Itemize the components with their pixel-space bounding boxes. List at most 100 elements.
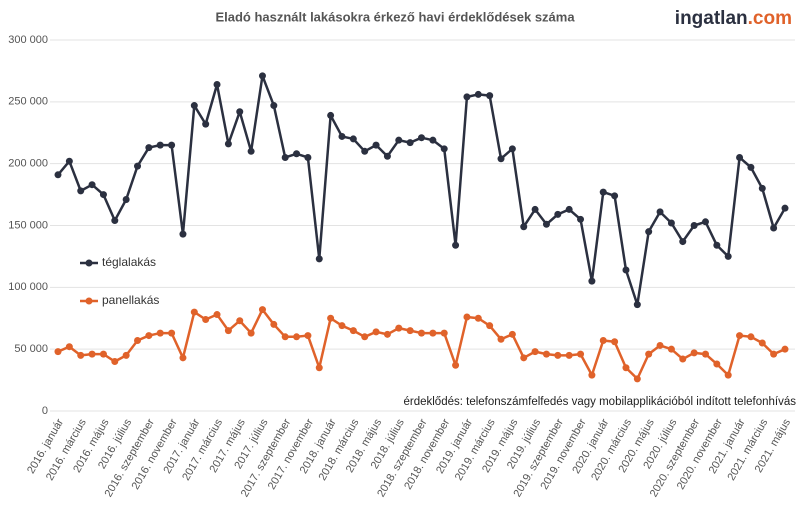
logo: ingatlan.com bbox=[675, 8, 792, 29]
point bbox=[690, 222, 698, 229]
y-tick-label: 250 000 bbox=[8, 96, 48, 108]
point bbox=[565, 205, 573, 213]
point bbox=[440, 329, 448, 337]
point bbox=[54, 348, 62, 356]
point bbox=[667, 345, 675, 353]
point bbox=[690, 349, 698, 357]
point bbox=[190, 308, 198, 316]
point bbox=[145, 144, 153, 152]
point bbox=[168, 329, 176, 337]
point bbox=[315, 255, 323, 263]
annotation: érdeklődés: telefonszámfelfedés vagy mob… bbox=[403, 396, 796, 408]
point bbox=[372, 328, 380, 336]
point bbox=[111, 358, 119, 366]
y-tick-label: 200 000 bbox=[8, 158, 48, 170]
point bbox=[156, 329, 164, 337]
point bbox=[554, 210, 562, 218]
point bbox=[224, 327, 232, 335]
y-tick-label: 300 000 bbox=[8, 34, 48, 46]
point bbox=[202, 315, 210, 323]
point bbox=[599, 337, 607, 345]
point bbox=[542, 350, 550, 358]
point bbox=[508, 330, 516, 338]
point bbox=[645, 228, 653, 236]
point bbox=[293, 150, 301, 158]
point bbox=[520, 223, 528, 231]
point bbox=[531, 205, 539, 213]
point bbox=[724, 371, 732, 379]
chart-title: Eladó használt lakásokra érkező havi érd… bbox=[215, 9, 575, 24]
point bbox=[258, 306, 266, 314]
point bbox=[611, 338, 619, 346]
point bbox=[452, 361, 460, 369]
point bbox=[88, 181, 96, 189]
point bbox=[667, 219, 675, 227]
point bbox=[679, 355, 687, 363]
point bbox=[65, 157, 73, 165]
point bbox=[395, 324, 403, 332]
point bbox=[122, 196, 130, 204]
point bbox=[236, 317, 244, 325]
point bbox=[508, 145, 516, 153]
point bbox=[281, 153, 289, 161]
point bbox=[99, 350, 107, 358]
point bbox=[736, 153, 744, 161]
point bbox=[656, 208, 664, 216]
point bbox=[486, 92, 494, 100]
y-tick-label: 150 000 bbox=[8, 219, 48, 231]
point bbox=[713, 360, 721, 368]
point bbox=[122, 351, 130, 359]
point bbox=[622, 364, 630, 372]
point bbox=[554, 351, 562, 359]
point bbox=[474, 90, 482, 98]
point bbox=[588, 277, 596, 285]
point bbox=[770, 350, 778, 358]
point bbox=[406, 139, 414, 147]
point bbox=[327, 111, 335, 119]
legend-label: téglalakás bbox=[102, 255, 156, 269]
point bbox=[202, 120, 210, 128]
point bbox=[338, 322, 346, 330]
point bbox=[486, 322, 494, 330]
legend-marker bbox=[85, 259, 93, 267]
point bbox=[520, 354, 528, 362]
series-line bbox=[57, 74, 787, 306]
point bbox=[418, 329, 425, 337]
point bbox=[701, 218, 709, 226]
point bbox=[645, 350, 653, 358]
point bbox=[656, 341, 664, 349]
point bbox=[327, 314, 335, 322]
point bbox=[293, 333, 301, 341]
point bbox=[599, 188, 607, 196]
point bbox=[134, 337, 142, 345]
point bbox=[213, 81, 221, 89]
point bbox=[497, 335, 505, 343]
point bbox=[88, 350, 96, 358]
point bbox=[156, 141, 164, 149]
point bbox=[65, 343, 73, 351]
point bbox=[577, 215, 585, 223]
point bbox=[497, 155, 505, 163]
point bbox=[395, 136, 403, 144]
point bbox=[429, 136, 437, 144]
series-line bbox=[57, 308, 786, 381]
point bbox=[429, 329, 437, 337]
point bbox=[168, 141, 176, 149]
point bbox=[372, 141, 380, 149]
point bbox=[758, 184, 766, 192]
point bbox=[247, 147, 255, 155]
point bbox=[781, 204, 789, 212]
point bbox=[270, 102, 278, 110]
point bbox=[736, 332, 744, 340]
point bbox=[99, 191, 107, 199]
point bbox=[542, 220, 550, 228]
point bbox=[304, 153, 312, 161]
point bbox=[701, 350, 709, 358]
point bbox=[77, 187, 85, 195]
point bbox=[713, 241, 721, 249]
point bbox=[406, 327, 414, 335]
point bbox=[111, 217, 119, 225]
point bbox=[770, 224, 778, 232]
legend-label: panellakás bbox=[102, 293, 159, 307]
